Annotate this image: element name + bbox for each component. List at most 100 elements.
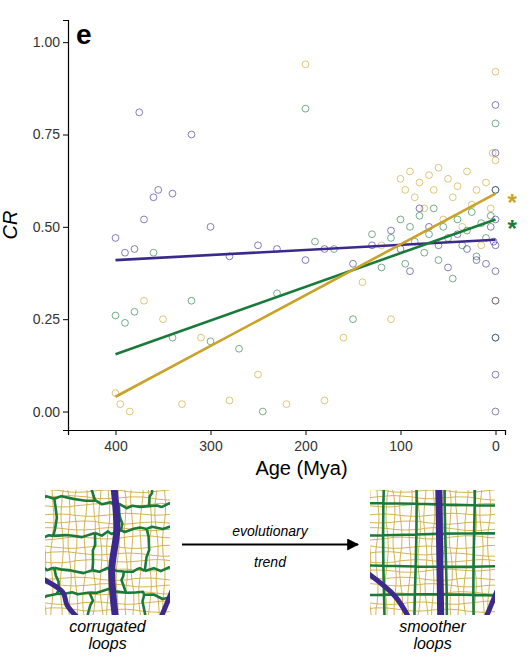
illustration-label: corrugatedloops bbox=[69, 618, 147, 652]
point bbox=[416, 212, 423, 219]
point bbox=[492, 242, 499, 249]
point bbox=[188, 297, 195, 304]
point bbox=[435, 257, 442, 264]
point bbox=[388, 316, 395, 323]
point bbox=[407, 268, 414, 275]
point bbox=[454, 216, 461, 223]
point bbox=[483, 179, 490, 186]
point bbox=[388, 227, 395, 234]
trend-line bbox=[116, 219, 496, 354]
point bbox=[321, 397, 328, 404]
point bbox=[259, 408, 266, 415]
x-axis-title: Age (Mya) bbox=[255, 457, 347, 479]
y-tick-label: 0.50 bbox=[33, 219, 60, 235]
x-tick-mark bbox=[211, 430, 212, 435]
secondary-veins bbox=[370, 490, 495, 615]
chart: 40030020010000.000.250.500.751.00Age (My… bbox=[0, 0, 532, 667]
x-tick-label: 100 bbox=[389, 438, 413, 454]
point bbox=[473, 187, 480, 194]
y-tick: 1.00 bbox=[33, 34, 68, 50]
point bbox=[126, 408, 133, 415]
point bbox=[492, 68, 499, 75]
major-vein bbox=[485, 584, 495, 615]
point bbox=[492, 408, 499, 415]
point bbox=[312, 238, 319, 245]
point bbox=[468, 209, 475, 216]
point bbox=[483, 260, 490, 267]
x-tick-mark bbox=[496, 430, 497, 435]
point bbox=[131, 308, 138, 315]
y-tick: 0.00 bbox=[33, 404, 68, 420]
point bbox=[492, 102, 499, 109]
point bbox=[160, 316, 167, 323]
x-tick-label: 400 bbox=[104, 438, 128, 454]
y-tick-mark bbox=[63, 227, 68, 228]
x-tick: 100 bbox=[389, 430, 413, 454]
midrib bbox=[112, 490, 117, 615]
point bbox=[435, 164, 442, 171]
x-tick: 0 bbox=[492, 430, 500, 454]
y-tick-label: 0.25 bbox=[33, 311, 60, 327]
point bbox=[359, 279, 366, 286]
point bbox=[236, 345, 243, 352]
point bbox=[487, 223, 494, 230]
point bbox=[492, 187, 499, 194]
point bbox=[492, 371, 499, 378]
point bbox=[302, 257, 309, 264]
point bbox=[198, 334, 205, 341]
point bbox=[136, 109, 143, 116]
point bbox=[416, 179, 423, 186]
point bbox=[464, 168, 471, 175]
point bbox=[112, 312, 119, 319]
major-vein bbox=[370, 571, 410, 615]
point bbox=[421, 249, 428, 256]
point bbox=[369, 231, 376, 238]
y-tick-label: 0.00 bbox=[33, 404, 60, 420]
point bbox=[402, 260, 409, 267]
point bbox=[402, 187, 409, 194]
point bbox=[302, 61, 309, 68]
point bbox=[350, 260, 357, 267]
x-tick: 400 bbox=[104, 430, 128, 454]
point bbox=[478, 242, 485, 249]
point bbox=[487, 212, 494, 219]
point bbox=[340, 334, 347, 341]
point bbox=[255, 242, 262, 249]
point bbox=[388, 235, 395, 242]
scatter-series bbox=[112, 105, 499, 415]
x-tick-mark bbox=[306, 430, 307, 435]
point bbox=[131, 246, 138, 253]
point bbox=[150, 249, 157, 256]
y-axis: 0.000.250.500.751.00 bbox=[33, 21, 69, 431]
scatter-series bbox=[112, 61, 499, 415]
x-axis: 400 300 200 100 0 bbox=[69, 430, 506, 454]
point bbox=[492, 120, 499, 127]
y-tick-mark bbox=[63, 135, 68, 136]
point bbox=[492, 157, 499, 164]
point bbox=[411, 194, 418, 201]
x-tick-label: 300 bbox=[199, 438, 223, 454]
point bbox=[445, 264, 452, 271]
major-vein bbox=[160, 584, 170, 615]
vein-illustration bbox=[45, 490, 170, 615]
x-tick-mark bbox=[116, 430, 117, 435]
point bbox=[492, 334, 499, 341]
point bbox=[188, 131, 195, 138]
point bbox=[426, 172, 433, 179]
point bbox=[112, 235, 119, 242]
midrib bbox=[439, 490, 441, 615]
x-tick: 200 bbox=[294, 430, 318, 454]
point bbox=[492, 187, 499, 194]
y-axis-title: CR bbox=[0, 211, 21, 240]
point bbox=[492, 268, 499, 275]
secondary-veins bbox=[45, 490, 170, 615]
significance-mark: * bbox=[508, 189, 518, 216]
point bbox=[492, 297, 499, 304]
point bbox=[378, 264, 385, 271]
x-tick-label: 200 bbox=[294, 438, 318, 454]
y-tick: 0.50 bbox=[33, 219, 68, 235]
point bbox=[350, 316, 357, 323]
x-axis-line bbox=[69, 431, 506, 436]
arrow-label: evolutionary bbox=[232, 523, 308, 539]
point bbox=[407, 223, 414, 230]
